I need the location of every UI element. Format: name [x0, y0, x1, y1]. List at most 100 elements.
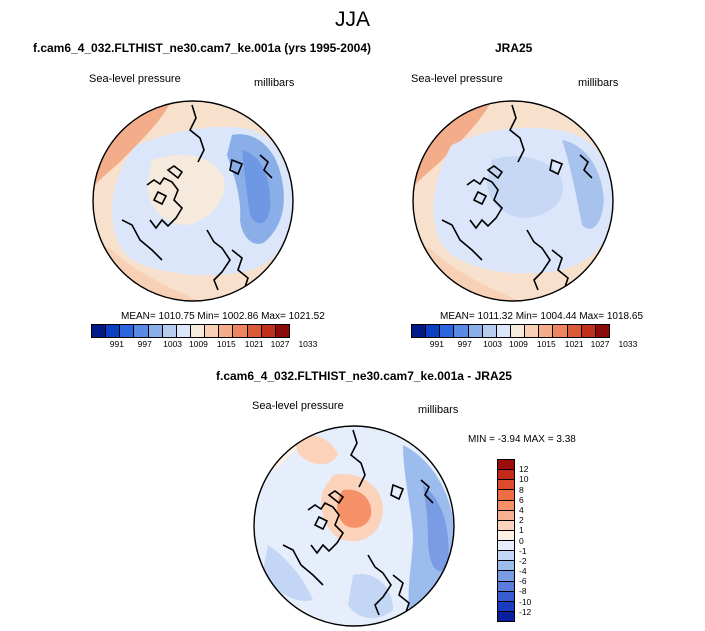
colorbar-swatch [92, 325, 107, 337]
colorbar-swatch [525, 325, 540, 337]
colorbar-swatch [440, 325, 455, 337]
colorbar-swatch [567, 325, 582, 337]
diff-stats: MIN = -3.94 MAX = 3.38 [468, 434, 576, 445]
obs-units-label: millibars [578, 77, 619, 89]
colorbar-tick: -1 [519, 545, 527, 556]
colorbar-swatch [162, 325, 177, 337]
colorbar-swatch [581, 325, 596, 337]
colorbar-swatch [426, 325, 441, 337]
colorbar-tick: 1021 [564, 339, 584, 349]
colorbar-swatch [498, 530, 514, 541]
obs-variable-label: Sea-level pressure [411, 73, 503, 85]
colorbar-tick: -6 [519, 576, 527, 587]
colorbar-tick: 6 [519, 494, 524, 505]
obs-coastlines [441, 104, 593, 291]
colorbar-swatch [106, 325, 121, 337]
colorbar-tick: 991 [109, 339, 124, 349]
colorbar-swatch [261, 325, 276, 337]
model-colorbar [91, 324, 290, 338]
colorbar-swatch [219, 325, 234, 337]
colorbar-tick: 1009 [188, 339, 208, 349]
colorbar-swatch [190, 325, 206, 337]
colorbar-tick: -10 [519, 596, 532, 607]
colorbar-tick: 10 [519, 474, 529, 485]
colorbar-swatch [468, 325, 483, 337]
colorbar-tick: 1009 [508, 339, 528, 349]
obs-stats: MEAN= 1011.32 Min= 1004.44 Max= 1018.65 [440, 311, 644, 322]
colorbar-swatch [498, 561, 514, 572]
colorbar-tick: -4 [519, 566, 527, 577]
season-title: JJA [334, 8, 370, 31]
model-map-border [92, 100, 294, 302]
model-variable-label: Sea-level pressure [89, 73, 181, 85]
colorbar-swatch [498, 520, 514, 531]
colorbar-tick: 1027 [590, 339, 610, 349]
colorbar-swatch [496, 325, 511, 337]
colorbar-swatch [539, 325, 554, 337]
obs-panel-title: JRA25 [495, 41, 533, 55]
colorbar-tick: 0 [519, 535, 524, 546]
colorbar-tick: 1003 [483, 339, 503, 349]
colorbar-tick: 1015 [536, 339, 556, 349]
colorbar-swatch [498, 510, 514, 521]
colorbar-swatch [498, 470, 514, 481]
colorbar-swatch [498, 541, 514, 552]
colorbar-tick: 997 [137, 339, 152, 349]
colorbar-tick: 2 [519, 515, 524, 526]
model-polar-map [92, 100, 294, 302]
obs-colorbar [411, 324, 610, 338]
colorbar-tick: 1027 [270, 339, 290, 349]
colorbar-swatch [412, 325, 427, 337]
colorbar-tick: 1021 [244, 339, 264, 349]
colorbar-tick: -12 [519, 606, 532, 617]
colorbar-tick: 997 [457, 339, 472, 349]
model-colorbar-ticks: 991 997 1003 1009 1015 1021 1027 1033 [91, 339, 318, 351]
colorbar-swatch [134, 325, 149, 337]
colorbar-swatch [148, 325, 163, 337]
model-stats: MEAN= 1010.75 Min= 1002.86 Max= 1021.52 [121, 311, 325, 322]
colorbar-swatch [498, 460, 514, 471]
colorbar-swatch [275, 325, 289, 337]
colorbar-swatch [498, 591, 514, 602]
colorbar-swatch [205, 325, 220, 337]
colorbar-tick: 991 [429, 339, 444, 349]
colorbar-swatch [120, 325, 135, 337]
colorbar-swatch [553, 325, 568, 337]
diff-peak-anomaly [337, 489, 372, 528]
diff-units-label: millibars [418, 404, 459, 416]
colorbar-tick: 4 [519, 504, 524, 515]
colorbar-swatch [482, 325, 497, 337]
colorbar-tick: 1015 [216, 339, 236, 349]
diff-polar-map [253, 425, 455, 627]
colorbar-swatch [176, 325, 191, 337]
colorbar-tick: -2 [519, 555, 527, 566]
obs-map-border [412, 100, 614, 302]
colorbar-swatch [498, 571, 514, 582]
colorbar-swatch [498, 581, 514, 592]
diff-panel-title: f.cam6_4_032.FLTHIST_ne30.cam7_ke.001a -… [216, 369, 512, 383]
obs-colorbar-ticks: 991 997 1003 1009 1015 1021 1027 1033 [411, 339, 638, 351]
obs-atlantic-low [562, 140, 604, 229]
model-panel-title: f.cam6_4_032.FLTHIST_ne30.cam7_ke.001a (… [33, 41, 371, 55]
model-arctic-high [147, 155, 225, 225]
diff-colorbar [497, 459, 515, 622]
colorbar-tick: 8 [519, 484, 524, 495]
colorbar-swatch [498, 551, 514, 562]
obs-arctic-region [487, 156, 563, 218]
colorbar-tick: 1 [519, 525, 524, 536]
colorbar-swatch [498, 490, 514, 501]
colorbar-tick: 12 [519, 464, 529, 475]
colorbar-swatch [454, 325, 469, 337]
colorbar-tick: 1033 [618, 339, 638, 349]
colorbar-tick: 1033 [298, 339, 318, 349]
diff-map-border [253, 425, 455, 627]
colorbar-swatch [498, 480, 514, 491]
obs-polar-map [412, 100, 614, 302]
colorbar-swatch [595, 325, 609, 337]
colorbar-tick: -8 [519, 586, 527, 597]
colorbar-swatch [233, 325, 248, 337]
colorbar-swatch [247, 325, 262, 337]
colorbar-swatch [498, 611, 514, 621]
diff-coastlines [282, 429, 434, 616]
model-coastlines [121, 104, 273, 291]
